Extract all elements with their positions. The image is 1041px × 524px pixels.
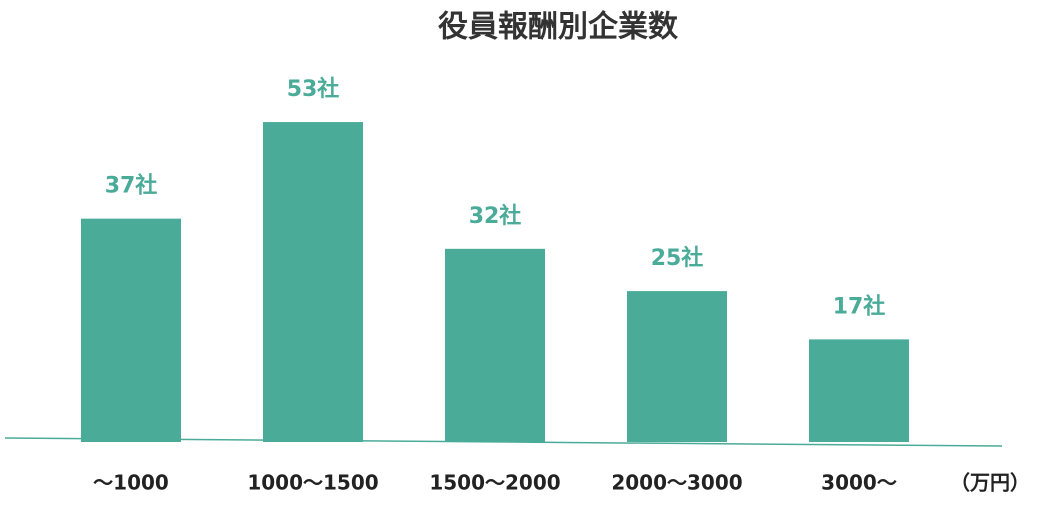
x-axis-label: （万円） [950, 471, 1030, 495]
value-label: 37社 [105, 173, 158, 199]
x-tick-label: 2000～3000 [611, 471, 742, 495]
chart-title: 役員報酬別企業数 [438, 10, 679, 45]
bar [263, 122, 363, 442]
value-label: 25社 [651, 245, 704, 271]
value-label: 32社 [469, 203, 522, 229]
x-tick-label: ～1000 [93, 471, 169, 495]
bar [445, 248, 545, 442]
x-tick-label: 3000～ [821, 471, 897, 495]
bar [627, 291, 727, 442]
x-tick-label: 1500～2000 [429, 471, 560, 495]
bar [81, 218, 181, 442]
value-label: 17社 [833, 293, 886, 319]
bar [809, 339, 909, 442]
value-label: 53社 [287, 76, 340, 102]
x-tick-label: 1000～1500 [247, 471, 378, 495]
